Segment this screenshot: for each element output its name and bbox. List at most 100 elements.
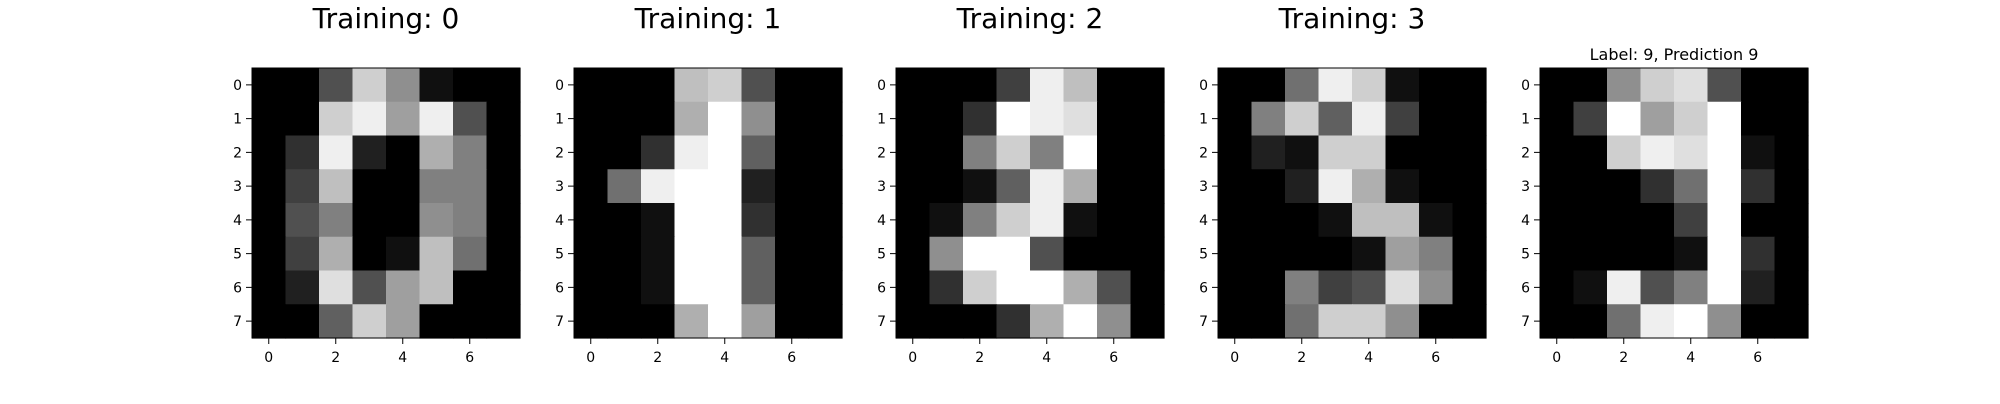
pixel-cell	[1452, 304, 1487, 339]
pixel-cell	[1063, 270, 1098, 305]
pixel-cell	[963, 135, 998, 170]
pixel-cell	[808, 270, 843, 305]
pixel-cell	[1707, 169, 1742, 204]
pixel-cell	[1030, 135, 1065, 170]
pixel-cell	[896, 236, 931, 272]
pixel-cell	[1130, 135, 1165, 170]
pixel-cell	[1285, 68, 1320, 103]
pixel-cell	[574, 304, 609, 339]
pixel-cell	[1285, 304, 1320, 339]
pixel-cell	[775, 101, 810, 137]
pixel-cell	[1030, 101, 1065, 137]
pixel-cell	[1640, 236, 1675, 272]
pixel-cell	[1285, 101, 1320, 137]
pixel-cell	[285, 101, 320, 137]
y-tick-label: 3	[555, 179, 564, 195]
pixel-cell	[1741, 135, 1776, 170]
pixel-cell	[1318, 236, 1353, 272]
pixel-cell	[352, 169, 387, 204]
pixel-cell	[453, 135, 488, 170]
pixel-cell	[419, 135, 454, 170]
pixel-cell	[1130, 203, 1165, 238]
pixel-cell	[641, 304, 676, 339]
pixel-cell	[1419, 203, 1454, 238]
pixel-cell	[674, 135, 709, 170]
pixel-cell	[641, 203, 676, 238]
pixel-cell	[1318, 270, 1353, 305]
pixel-cell	[1452, 68, 1487, 103]
axes-frame	[1217, 67, 1487, 339]
pixel-cell	[486, 68, 521, 103]
pixel-cell	[1540, 135, 1575, 170]
pixel-cell	[453, 304, 488, 339]
pixel-cell	[1573, 101, 1608, 137]
y-tick-label: 7	[1521, 314, 1530, 330]
pixel-cell	[996, 169, 1031, 204]
pixel-cell	[963, 236, 998, 272]
pixel-cell	[1607, 203, 1642, 238]
pixel-cell	[708, 304, 743, 339]
y-tick-label: 6	[233, 280, 242, 296]
pixel-cell	[1540, 68, 1575, 103]
x-tick-label: 4	[1042, 350, 1051, 366]
pixel-cell	[1419, 236, 1454, 272]
pixel-cell	[641, 135, 676, 170]
pixel-cell	[285, 304, 320, 339]
y-tick-label: 1	[1521, 112, 1530, 128]
axes-frame	[573, 67, 843, 339]
pixel-cell	[1741, 101, 1776, 137]
pixel-cell	[1097, 135, 1132, 170]
y-tick-label: 6	[877, 280, 886, 296]
pixel-cell	[1707, 270, 1742, 305]
x-tick-label: 2	[331, 350, 340, 366]
pixel-cell	[1130, 169, 1165, 204]
pixel-cell	[319, 135, 354, 170]
pixel-cell	[486, 236, 521, 272]
pixel-cell	[1385, 169, 1420, 204]
pixel-cell	[1674, 203, 1709, 238]
digit-panel-2: Training: 2 0 1 2 3 4 5 6 7 0 2 4 6	[877, 2, 1165, 366]
x-tick-label: 4	[720, 350, 729, 366]
pixel-cell	[1130, 236, 1165, 272]
pixel-cell	[1352, 270, 1387, 305]
y-tick-label: 7	[1199, 314, 1208, 330]
pixel-cell	[1352, 101, 1387, 137]
pixel-cell	[996, 135, 1031, 170]
y-tick-label: 0	[555, 78, 564, 94]
pixel-cell	[1097, 169, 1132, 204]
pixel-cell	[1385, 68, 1420, 103]
pixel-cell	[574, 101, 609, 137]
pixel-cell	[963, 304, 998, 339]
pixel-cell	[1707, 135, 1742, 170]
pixel-cell	[674, 101, 709, 137]
pixel-cell	[1540, 101, 1575, 137]
pixel-cell	[574, 135, 609, 170]
pixel-cell	[1130, 68, 1165, 103]
pixel-cell	[1741, 304, 1776, 339]
pixel-cell	[1030, 236, 1065, 272]
pixel-cell	[929, 236, 964, 272]
pixel-cell	[1385, 236, 1420, 272]
pixel-cell	[1419, 101, 1454, 137]
pixel-cell	[1218, 270, 1253, 305]
pixel-cell	[574, 236, 609, 272]
pixel-cell	[1741, 236, 1776, 272]
pixel-cell	[1251, 68, 1286, 103]
pixel-cell	[1674, 135, 1709, 170]
pixel-cell	[808, 101, 843, 137]
x-tick-label: 4	[1686, 350, 1695, 366]
y-tick-label: 4	[555, 213, 564, 229]
pixel-cell	[896, 270, 931, 305]
y-tick-label: 2	[233, 145, 242, 161]
axes-frame	[251, 67, 521, 339]
pixel-cell	[453, 236, 488, 272]
pixel-cell	[1540, 304, 1575, 339]
pixel-cell	[607, 169, 642, 204]
pixel-cell	[1318, 101, 1353, 137]
pixel-cell	[1318, 68, 1353, 103]
pixel-cell	[996, 236, 1031, 272]
pixel-cell	[1707, 203, 1742, 238]
y-tick-label: 5	[877, 247, 886, 263]
pixel-cell	[285, 135, 320, 170]
